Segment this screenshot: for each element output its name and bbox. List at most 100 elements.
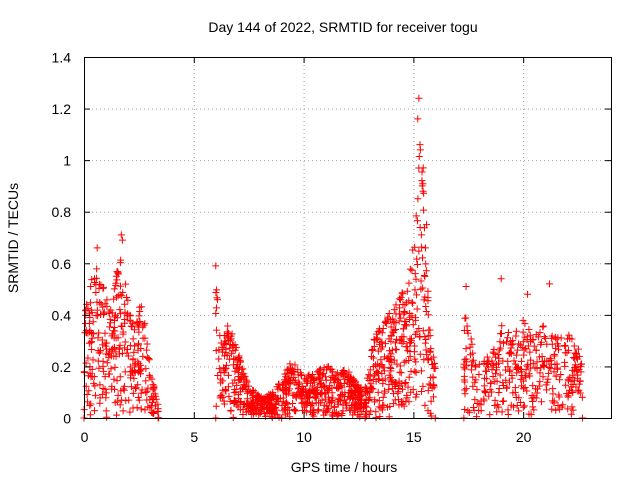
data-point bbox=[540, 333, 548, 341]
data-point bbox=[118, 236, 126, 244]
data-point bbox=[413, 291, 421, 299]
data-point bbox=[466, 343, 474, 351]
data-point bbox=[499, 397, 507, 405]
data-point bbox=[306, 394, 314, 402]
data-point bbox=[106, 323, 114, 331]
data-point bbox=[309, 382, 317, 390]
data-point bbox=[84, 398, 92, 406]
data-point bbox=[114, 391, 122, 399]
data-point bbox=[539, 323, 547, 331]
data-point bbox=[575, 380, 583, 388]
data-point bbox=[461, 314, 469, 322]
data-point bbox=[411, 355, 419, 363]
data-point bbox=[290, 391, 298, 399]
data-point bbox=[113, 293, 121, 301]
data-point bbox=[499, 381, 507, 389]
data-point bbox=[281, 387, 289, 395]
data-point bbox=[137, 345, 145, 353]
data-point bbox=[224, 371, 232, 379]
data-point bbox=[480, 382, 488, 390]
data-point bbox=[116, 291, 124, 299]
data-point bbox=[546, 280, 554, 288]
data-point bbox=[110, 334, 118, 342]
data-point bbox=[220, 397, 228, 405]
data-point bbox=[516, 341, 524, 349]
data-point bbox=[299, 385, 307, 393]
data-point bbox=[87, 338, 95, 346]
data-point bbox=[328, 411, 336, 419]
data-point bbox=[118, 396, 126, 404]
data-point bbox=[408, 298, 416, 306]
data-point bbox=[395, 401, 403, 409]
data-point bbox=[532, 346, 540, 354]
data-point bbox=[379, 343, 387, 351]
data-point bbox=[401, 308, 409, 316]
data-point bbox=[386, 364, 394, 372]
data-point bbox=[113, 377, 121, 385]
data-point bbox=[121, 300, 129, 308]
data-point bbox=[85, 320, 93, 328]
data-point bbox=[390, 306, 398, 314]
data-point bbox=[523, 362, 531, 370]
data-point bbox=[422, 267, 430, 275]
data-point bbox=[461, 365, 469, 373]
data-point bbox=[372, 408, 380, 416]
data-point bbox=[545, 364, 553, 372]
data-point bbox=[89, 356, 97, 364]
data-point bbox=[388, 376, 396, 384]
data-point bbox=[323, 402, 331, 410]
data-point bbox=[381, 340, 389, 348]
data-point bbox=[396, 304, 404, 312]
data-point bbox=[127, 383, 135, 391]
data-point bbox=[301, 375, 309, 383]
data-point bbox=[127, 371, 135, 379]
data-point bbox=[101, 385, 109, 393]
data-point bbox=[421, 244, 429, 252]
data-point bbox=[268, 410, 276, 418]
data-point bbox=[341, 375, 349, 383]
data-point bbox=[379, 393, 387, 401]
data-point bbox=[398, 289, 406, 297]
data-point bbox=[230, 399, 238, 407]
data-point bbox=[391, 339, 399, 347]
data-point bbox=[385, 309, 393, 317]
chart-title: Day 144 of 2022, SRMTID for receiver tog… bbox=[208, 19, 477, 35]
x-tick-label: 15 bbox=[406, 429, 422, 445]
data-point bbox=[93, 265, 101, 273]
data-point bbox=[116, 373, 124, 381]
data-point bbox=[400, 307, 408, 315]
data-point bbox=[248, 398, 256, 406]
data-point bbox=[110, 352, 118, 360]
data-point bbox=[505, 350, 513, 358]
y-tick-label: 0.6 bbox=[52, 256, 72, 272]
data-point bbox=[374, 388, 382, 396]
data-point bbox=[412, 275, 420, 283]
data-point bbox=[142, 377, 150, 385]
data-point bbox=[146, 373, 154, 381]
data-point bbox=[570, 342, 578, 350]
data-point bbox=[406, 352, 414, 360]
data-point bbox=[116, 282, 124, 290]
data-point bbox=[490, 349, 498, 357]
data-point bbox=[306, 388, 314, 396]
data-point bbox=[101, 373, 109, 381]
data-point bbox=[421, 293, 429, 301]
data-point bbox=[212, 309, 220, 317]
data-point bbox=[403, 322, 411, 330]
data-point bbox=[547, 356, 555, 364]
data-point bbox=[320, 369, 328, 377]
data-point bbox=[97, 300, 105, 308]
data-point bbox=[390, 390, 398, 398]
data-point bbox=[489, 372, 497, 380]
data-point bbox=[373, 335, 381, 343]
data-point bbox=[225, 392, 233, 400]
data-point bbox=[405, 279, 413, 287]
data-point bbox=[85, 387, 93, 395]
data-point bbox=[399, 325, 407, 333]
data-point bbox=[348, 378, 356, 386]
data-point bbox=[308, 400, 316, 408]
data-point bbox=[529, 360, 537, 368]
data-point bbox=[307, 374, 315, 382]
data-point bbox=[428, 360, 436, 368]
data-point bbox=[406, 335, 414, 343]
